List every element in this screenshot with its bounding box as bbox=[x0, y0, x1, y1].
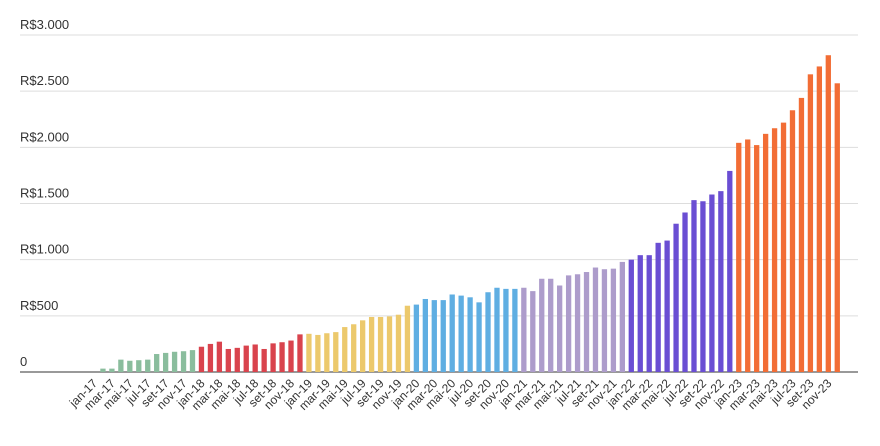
bar-jul-19 bbox=[360, 320, 366, 372]
bar-jan-22 bbox=[628, 259, 634, 372]
bar-ago-19 bbox=[368, 316, 375, 372]
y-tick-label: R$2.000 bbox=[20, 129, 69, 144]
bar-mar-21 bbox=[539, 278, 545, 372]
bar-nov-17 bbox=[180, 351, 187, 372]
bar-jun-22 bbox=[673, 223, 679, 372]
y-tick-label: 0 bbox=[20, 354, 27, 369]
bar-dez-20 bbox=[512, 288, 518, 372]
bar-out-22 bbox=[709, 194, 715, 372]
bar-abr-23 bbox=[762, 133, 769, 372]
bar-dez-19 bbox=[404, 305, 411, 372]
bar-mar-19 bbox=[324, 333, 330, 372]
bar-dez-21 bbox=[619, 261, 625, 372]
bar-nov-22 bbox=[718, 191, 724, 372]
bar-set-19 bbox=[377, 316, 384, 372]
axes: 0 R$500 R$1.000 R$1.500 R$2.000 R$2.500 R$3.00… bbox=[20, 17, 835, 413]
bar-mar-23 bbox=[754, 145, 760, 372]
bar-abr-20 bbox=[440, 300, 446, 372]
bar-set-18 bbox=[270, 343, 276, 372]
bar-nov-23 bbox=[825, 55, 831, 372]
bar-ago-18 bbox=[261, 348, 267, 372]
gridlines bbox=[20, 34, 858, 373]
bar-mai-21 bbox=[557, 285, 563, 372]
bars bbox=[100, 55, 840, 373]
bar-jun-18 bbox=[243, 345, 249, 372]
bar-jun-20 bbox=[458, 295, 464, 372]
bar-jun-21 bbox=[565, 275, 572, 372]
bar-dez-23 bbox=[834, 83, 840, 373]
bar-set-23 bbox=[807, 74, 814, 372]
bar-fev-21 bbox=[530, 291, 536, 372]
bar-abr-18 bbox=[225, 348, 231, 372]
bar-jan-20 bbox=[413, 304, 420, 372]
bar-jan-21 bbox=[521, 287, 527, 372]
bar-dez-22 bbox=[727, 170, 733, 372]
bar-mai-18 bbox=[234, 347, 240, 372]
bar-abr-17 bbox=[118, 359, 124, 372]
bar-dez-17 bbox=[189, 350, 196, 372]
bar-fev-18 bbox=[207, 343, 214, 372]
bar-jul-18 bbox=[252, 344, 258, 372]
bar-out-19 bbox=[386, 316, 393, 372]
bar-nov-20 bbox=[503, 288, 509, 372]
y-tick-label: R$1.000 bbox=[20, 242, 69, 257]
bar-fev-17 bbox=[100, 368, 106, 372]
y-tick-label: R$3.000 bbox=[20, 17, 69, 32]
bar-abr-21 bbox=[548, 278, 554, 372]
bar-mai-17 bbox=[127, 360, 133, 372]
bar-abr-19 bbox=[333, 332, 339, 372]
bar-nov-18 bbox=[288, 340, 294, 372]
bar-mar-17 bbox=[109, 368, 115, 372]
bar-jul-22 bbox=[682, 212, 688, 372]
bar-jul-17 bbox=[145, 359, 151, 372]
bar-jan-18 bbox=[198, 346, 205, 372]
bar-out-17 bbox=[171, 351, 178, 372]
bar-set-20 bbox=[485, 292, 491, 372]
bar-dez-18 bbox=[297, 334, 303, 372]
bar-nov-19 bbox=[395, 314, 402, 372]
bar-jul-23 bbox=[789, 110, 796, 372]
bar-fev-20 bbox=[422, 298, 428, 372]
bar-jun-19 bbox=[351, 324, 357, 372]
bar-set-22 bbox=[700, 201, 706, 372]
bar-out-21 bbox=[601, 269, 608, 372]
bar-mai-19 bbox=[342, 327, 348, 372]
y-tick-label: R$2.500 bbox=[20, 73, 69, 88]
bar-ago-20 bbox=[476, 302, 482, 372]
bar-jun-17 bbox=[136, 360, 142, 372]
bar-jul-21 bbox=[574, 274, 581, 372]
bar-ago-23 bbox=[798, 97, 805, 372]
bar-ago-17 bbox=[154, 354, 160, 372]
bar-mai-23 bbox=[771, 128, 778, 372]
bar-out-18 bbox=[279, 342, 285, 372]
bar-mai-20 bbox=[449, 294, 455, 372]
bar-mai-22 bbox=[664, 240, 670, 372]
bar-jan-23 bbox=[736, 142, 742, 372]
y-tick-label: R$500 bbox=[20, 298, 58, 313]
bar-fev-19 bbox=[315, 334, 321, 372]
bar-fev-23 bbox=[745, 139, 751, 372]
bar-mar-20 bbox=[431, 300, 437, 372]
y-tick-label: R$1.500 bbox=[20, 186, 69, 201]
bar-fev-22 bbox=[637, 255, 643, 372]
bar-out-20 bbox=[494, 287, 500, 372]
bar-abr-22 bbox=[655, 242, 661, 372]
bar-ago-21 bbox=[583, 272, 590, 372]
bar-mar-22 bbox=[646, 255, 652, 372]
bar-nov-21 bbox=[610, 268, 617, 372]
bar-set-21 bbox=[592, 267, 599, 372]
bar-jul-20 bbox=[467, 297, 473, 372]
bar-jan-19 bbox=[306, 333, 312, 372]
bar-jun-23 bbox=[780, 122, 787, 373]
bar-mar-18 bbox=[216, 341, 223, 372]
bar-set-17 bbox=[162, 352, 169, 372]
bar-out-23 bbox=[816, 66, 823, 372]
bar-ago-22 bbox=[691, 200, 697, 372]
